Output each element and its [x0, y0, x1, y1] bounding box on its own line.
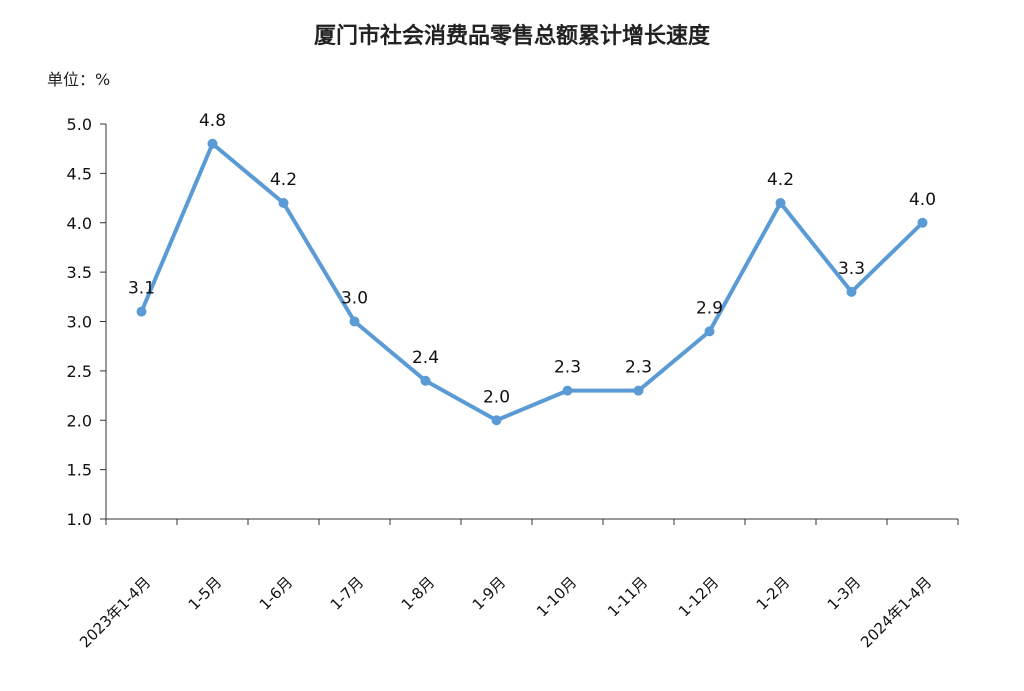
data-point	[420, 375, 431, 386]
x-tick-label: 1-10月	[533, 573, 580, 620]
x-tick-label: 1-2月	[753, 573, 794, 614]
x-tick-label: 1-3月	[824, 573, 865, 614]
data-label: 2.3	[554, 358, 581, 378]
data-point	[349, 316, 360, 327]
data-label: 3.0	[341, 289, 368, 309]
x-tick-label: 2024年1-4月	[857, 573, 935, 651]
x-tick-label: 1-6月	[256, 573, 297, 614]
data-point	[704, 326, 715, 337]
data-label: 2.0	[483, 387, 510, 407]
y-tick-label: 2.0	[67, 411, 92, 430]
y-tick-label: 4.5	[67, 164, 92, 183]
data-point	[207, 138, 218, 149]
data-label: 4.0	[909, 190, 936, 210]
data-point	[562, 385, 573, 396]
data-label: 2.4	[412, 348, 439, 368]
x-tick-label: 1-12月	[675, 573, 722, 620]
data-point	[775, 198, 786, 208]
data-point	[136, 306, 147, 317]
unit-label: 单位：%	[47, 70, 111, 89]
data-point	[846, 286, 857, 297]
data-label: 4.8	[199, 111, 226, 131]
data-point	[278, 198, 289, 208]
x-tick-label: 1-5月	[185, 573, 226, 614]
chart-title: 厦门市社会消费品零售总额累计增长速度	[313, 24, 710, 49]
x-tick-label: 1-11月	[604, 573, 651, 620]
data-point	[491, 415, 502, 426]
data-label: 3.1	[128, 279, 155, 299]
data-point	[633, 385, 644, 396]
y-tick-label: 3.5	[67, 263, 92, 282]
x-tick-label: 1-8月	[398, 573, 439, 614]
data-label: 2.3	[625, 358, 652, 378]
data-label: 4.2	[767, 170, 794, 190]
y-tick-label: 4.0	[67, 214, 92, 233]
y-tick-label: 5.0	[67, 115, 92, 134]
y-tick-label: 3.0	[67, 313, 92, 332]
data-label: 4.2	[270, 170, 297, 190]
y-tick-label: 2.5	[67, 362, 92, 381]
data-point	[917, 217, 928, 228]
data-label: 3.3	[838, 259, 865, 279]
x-tick-label: 1-9月	[469, 573, 510, 614]
x-tick-label: 1-7月	[327, 573, 368, 614]
y-tick-label: 1.5	[67, 461, 92, 480]
series-line	[139, 141, 925, 423]
y-tick-label: 1.0	[67, 510, 92, 529]
data-label: 2.9	[696, 298, 723, 318]
x-tick-label: 2023年1-4月	[76, 573, 154, 651]
